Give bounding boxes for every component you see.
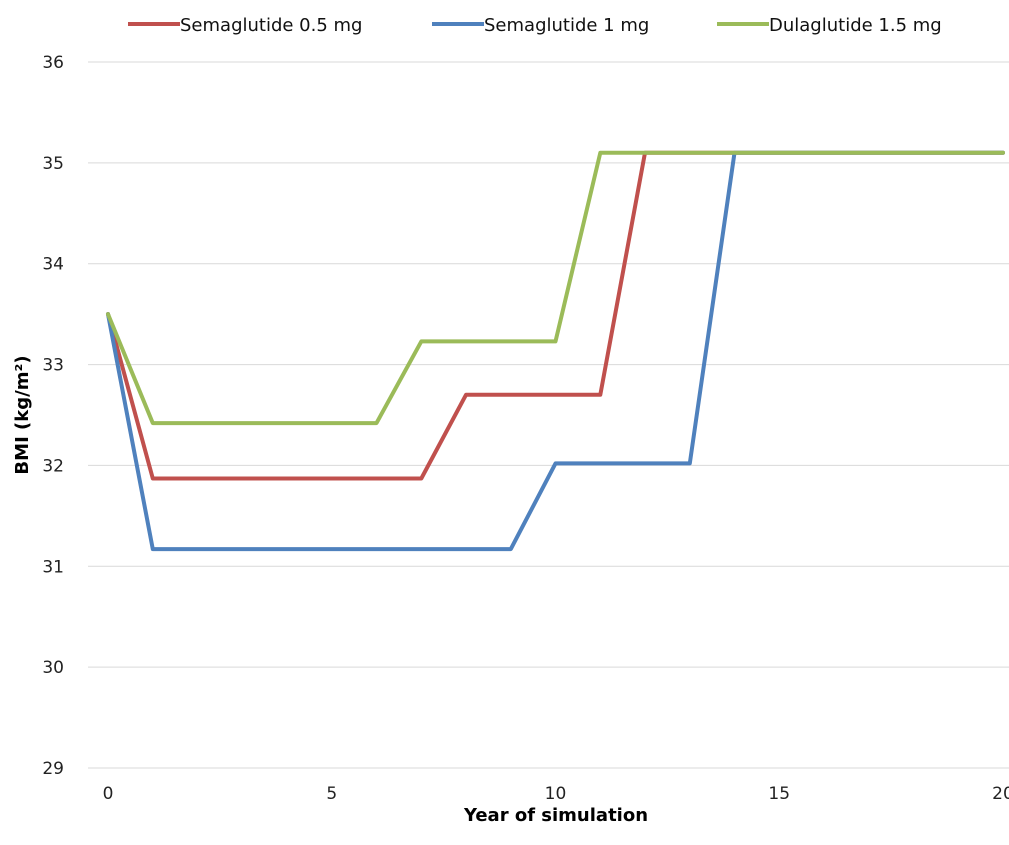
y-tick-label: 31 [42, 557, 64, 577]
series-line-3 [106, 150, 1005, 426]
legend-label-1: Semaglutide 0.5 mg [180, 15, 363, 36]
y-tick-label: 32 [42, 456, 64, 476]
x-axis-title: Year of simulation [463, 805, 648, 826]
y-tick-label: 34 [42, 255, 64, 275]
y-tick-label: 33 [42, 356, 64, 376]
legend: Semaglutide 0.5 mg Semaglutide 1 mg Dulagl… [128, 15, 942, 36]
y-tick-label: 35 [42, 154, 64, 174]
x-tick-label: 0 [103, 784, 114, 804]
x-tick-label: 10 [545, 784, 567, 804]
legend-label-3: Dulaglutide 1.5 mg [769, 15, 942, 36]
x-tick-label: 5 [326, 784, 337, 804]
series-lines [106, 150, 1005, 552]
x-tick-label: 20 [992, 784, 1009, 804]
x-tick-label: 15 [768, 784, 790, 804]
y-tick-label: 30 [42, 658, 64, 678]
y-axis-title: BMI (kg/m²) [12, 355, 33, 474]
y-axis-ticks: 29 30 31 32 33 34 35 36 [42, 53, 64, 779]
series-line-2 [106, 150, 1005, 552]
x-axis-ticks: 0 5 10 15 20 [103, 784, 1009, 804]
gridlines [88, 61, 1009, 769]
y-tick-label: 29 [42, 759, 64, 779]
legend-label-2: Semaglutide 1 mg [484, 15, 649, 36]
y-tick-label: 36 [42, 53, 64, 73]
series-line-1 [106, 150, 1005, 481]
